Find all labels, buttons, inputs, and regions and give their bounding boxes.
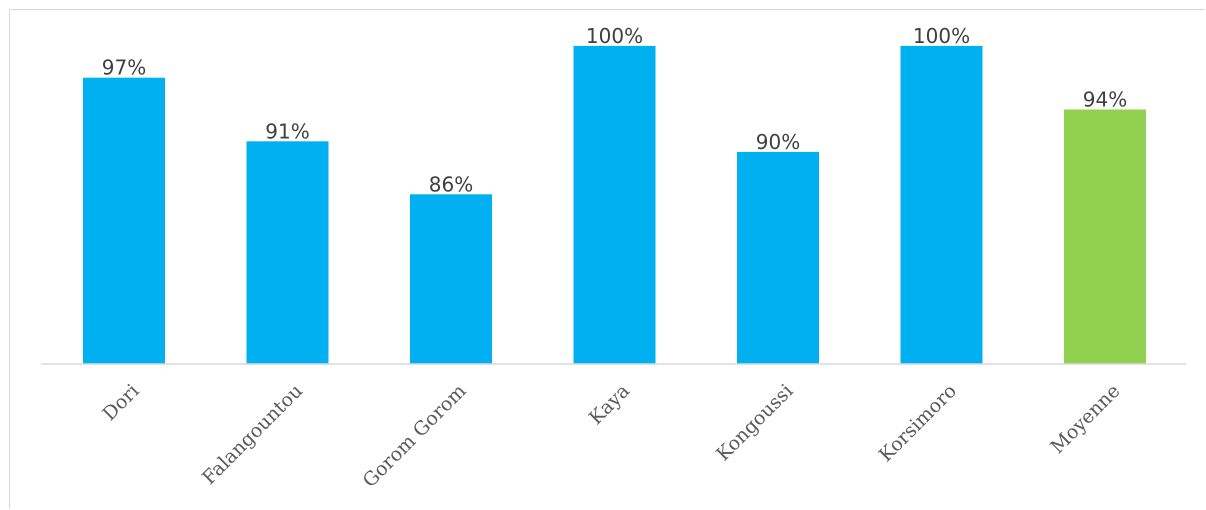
data-label-dori: 97% — [102, 56, 146, 80]
data-label-korsimoro: 100% — [913, 24, 970, 48]
data-labels-group: 97% 91% 86% 100% 90% 100% 94% — [102, 24, 1127, 196]
category-label-moyenne: Moyenne — [1046, 380, 1124, 458]
bar-gorom-gorom — [410, 194, 492, 364]
bar-kongoussi — [737, 151, 819, 364]
category-label-kaya: Kaya — [585, 380, 634, 429]
category-label-korsimoro: Korsimoro — [875, 380, 961, 466]
category-labels-group: Dori Falangountou Gorom Gorom Kaya Kongoussi… — [98, 380, 1124, 492]
data-label-kaya: 100% — [586, 24, 643, 48]
category-label-kongoussi: Kongoussi — [712, 380, 797, 465]
bars-group — [83, 45, 1146, 365]
chart-frame: 97% 91% 86% 100% 90% 100% 94% Dori Falangountou… — [9, 9, 1205, 509]
data-label-falangountou: 91% — [265, 119, 309, 143]
category-label-dori: Dori — [98, 380, 143, 425]
bar-korsimoro — [900, 45, 983, 365]
data-label-kongoussi: 90% — [756, 130, 800, 154]
category-label-gorom-gorom: Gorom Gorom — [359, 380, 471, 492]
bar-falangountou — [246, 141, 329, 364]
category-label-falangountou: Falangountou — [198, 380, 307, 489]
bar-chart: 97% 91% 86% 100% 90% 100% 94% Dori Falangountou… — [41, 24, 1186, 492]
data-label-moyenne: 94% — [1083, 88, 1127, 112]
data-label-gorom-gorom: 86% — [429, 172, 473, 196]
bar-dori — [83, 77, 165, 364]
bar-moyenne — [1064, 109, 1146, 364]
bar-kaya — [573, 45, 656, 365]
